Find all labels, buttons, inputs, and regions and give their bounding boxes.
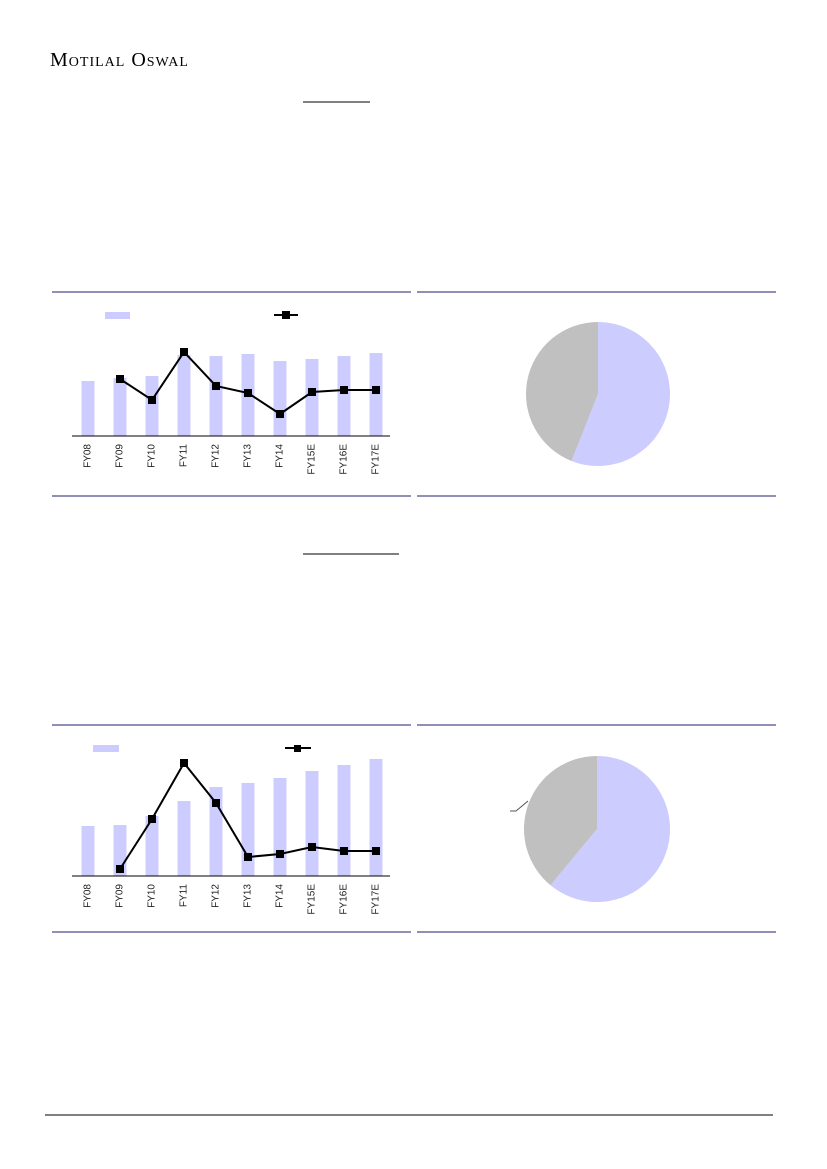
pie-slice (526, 322, 598, 461)
x-tick-label: FY17E (371, 444, 382, 475)
bar (369, 759, 383, 876)
bar (337, 765, 351, 876)
panel-rules (52, 291, 776, 933)
line-marker (212, 382, 220, 390)
bar (273, 361, 287, 436)
bar (273, 778, 287, 876)
bar (305, 771, 319, 876)
line-marker (180, 348, 188, 356)
bar (113, 378, 127, 436)
line-marker (372, 386, 380, 394)
x-tick-label: FY09 (115, 884, 126, 908)
legend (93, 311, 311, 752)
x-tick-label: FY12 (211, 884, 222, 908)
x-tick-label: FY15E (307, 444, 318, 475)
x-tick-label: FY08 (83, 884, 94, 908)
x-tick-label: FY16E (339, 884, 350, 915)
pie-slice (550, 756, 670, 902)
line-marker (244, 853, 252, 861)
line-marker (276, 410, 284, 418)
line-marker (276, 850, 284, 858)
x-tick-label: FY11 (179, 884, 190, 908)
x-tick-label: FY10 (147, 884, 158, 908)
bar (81, 826, 95, 876)
x-tick-label: FY16E (339, 444, 350, 475)
x-tick-label: FY13 (243, 884, 254, 908)
bar (241, 783, 255, 876)
line-marker (372, 847, 380, 855)
line-marker (116, 375, 124, 383)
line-marker (308, 843, 316, 851)
x-tick-label: FY09 (115, 444, 126, 468)
x-tick-label: FY13 (243, 444, 254, 468)
line-marker (148, 396, 156, 404)
pie-slice (571, 322, 670, 466)
line-marker (244, 389, 252, 397)
x-tick-label: FY14 (275, 444, 286, 468)
x-tick-label: FY08 (83, 444, 94, 468)
bar (337, 356, 351, 436)
bar (145, 376, 159, 436)
bar (145, 816, 159, 876)
brand-logo: Motilal Oswal (50, 49, 189, 71)
bar (177, 801, 191, 876)
bar (305, 359, 319, 436)
line-marker (148, 815, 156, 823)
x-tick-label: FY14 (275, 884, 286, 908)
line-marker (340, 386, 348, 394)
line-marker (212, 799, 220, 807)
line-marker (340, 847, 348, 855)
bar (81, 381, 95, 436)
x-tick-label: FY15E (307, 884, 318, 915)
line-marker (180, 759, 188, 767)
bar (177, 355, 191, 436)
x-tick-label: FY11 (179, 444, 190, 468)
x-tick-label: FY10 (147, 444, 158, 468)
pie-slice (524, 756, 597, 886)
x-tick-label: FY17E (371, 884, 382, 915)
bar (209, 356, 223, 436)
line-marker (116, 865, 124, 873)
line-marker (308, 388, 316, 396)
bar (369, 353, 383, 436)
leader-line (510, 800, 529, 812)
x-tick-label: FY12 (211, 444, 222, 468)
